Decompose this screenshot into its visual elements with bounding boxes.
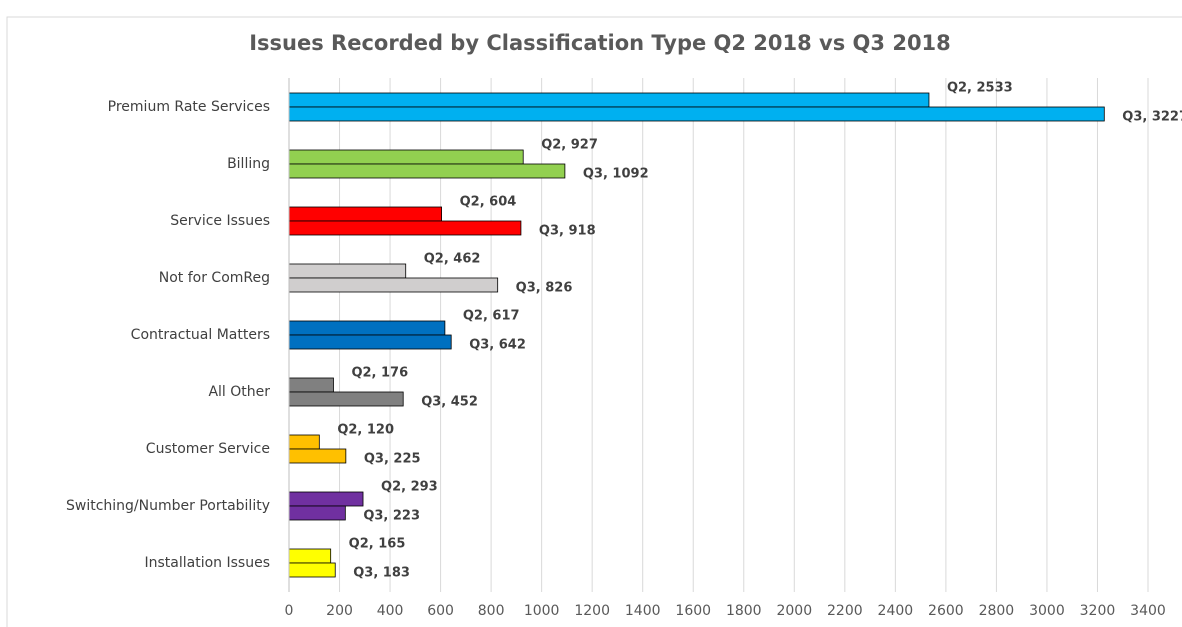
data-label: Q2, 2533	[947, 81, 1013, 96]
x-tick-label: 200	[326, 603, 353, 619]
data-label: Q2, 462	[424, 252, 481, 267]
data-label: Q3, 826	[516, 281, 573, 296]
data-label: Q2, 165	[349, 537, 406, 552]
data-label: Q2, 927	[541, 138, 598, 153]
bar	[288, 263, 407, 279]
y-tick-label: Billing	[227, 156, 270, 172]
bar	[288, 220, 522, 236]
data-label: Q3, 183	[353, 566, 410, 581]
data-label: Q3, 3227	[1122, 110, 1182, 125]
y-tick-label: All Other	[208, 384, 270, 400]
x-tick-label: 3400	[1130, 603, 1166, 619]
bar	[288, 106, 1105, 122]
x-tick-label: 800	[478, 603, 505, 619]
x-tick-label: 1000	[524, 603, 560, 619]
y-tick-label: Installation Issues	[145, 555, 271, 571]
x-tick-label: 3000	[1029, 603, 1065, 619]
data-label: Q3, 225	[364, 452, 421, 467]
data-label: Q3, 918	[539, 224, 596, 239]
y-tick-label: Customer Service	[146, 441, 270, 457]
data-label: Q2, 176	[351, 366, 408, 381]
data-label: Q2, 617	[463, 309, 520, 324]
x-tick-label: 2400	[878, 603, 914, 619]
x-tick-label: 0	[285, 603, 294, 619]
bar	[288, 562, 336, 578]
y-tick-label: Contractual Matters	[131, 327, 270, 343]
y-tick-label: Switching/Number Portability	[66, 498, 270, 514]
bar	[288, 391, 404, 407]
chart-title: Issues Recorded by Classification Type Q…	[249, 31, 951, 55]
y-tick-label: Service Issues	[170, 213, 270, 229]
x-tick-label: 1800	[726, 603, 762, 619]
bar	[288, 163, 566, 179]
data-label: Q3, 642	[469, 338, 526, 353]
x-tick-label: 3200	[1080, 603, 1116, 619]
x-tick-label: 1400	[625, 603, 661, 619]
bar	[288, 320, 446, 336]
data-label: Q2, 604	[460, 195, 517, 210]
x-tick-label: 600	[427, 603, 454, 619]
bar	[288, 92, 930, 108]
bar	[288, 377, 334, 393]
x-tick-label: 400	[377, 603, 404, 619]
x-tick-label: 1200	[574, 603, 610, 619]
x-tick-label: 2800	[979, 603, 1015, 619]
data-label: Q3, 1092	[583, 167, 649, 182]
x-tick-label: 2600	[928, 603, 964, 619]
bar	[288, 149, 524, 165]
data-label: Q2, 120	[337, 423, 394, 438]
bar	[288, 491, 364, 507]
bar	[288, 505, 346, 521]
x-tick-label: 2200	[827, 603, 863, 619]
bar	[288, 448, 347, 464]
bar	[288, 277, 499, 293]
bar	[288, 334, 452, 350]
y-tick-label: Not for ComReg	[159, 270, 270, 286]
bar	[288, 206, 442, 222]
x-tick-label: 2000	[776, 603, 812, 619]
data-label: Q3, 452	[421, 395, 478, 410]
data-label: Q3, 223	[363, 509, 420, 524]
data-label: Q2, 293	[381, 480, 438, 495]
x-tick-label: 1600	[675, 603, 711, 619]
bar	[288, 548, 332, 564]
bar	[288, 434, 320, 450]
y-tick-label: Premium Rate Services	[108, 99, 270, 115]
